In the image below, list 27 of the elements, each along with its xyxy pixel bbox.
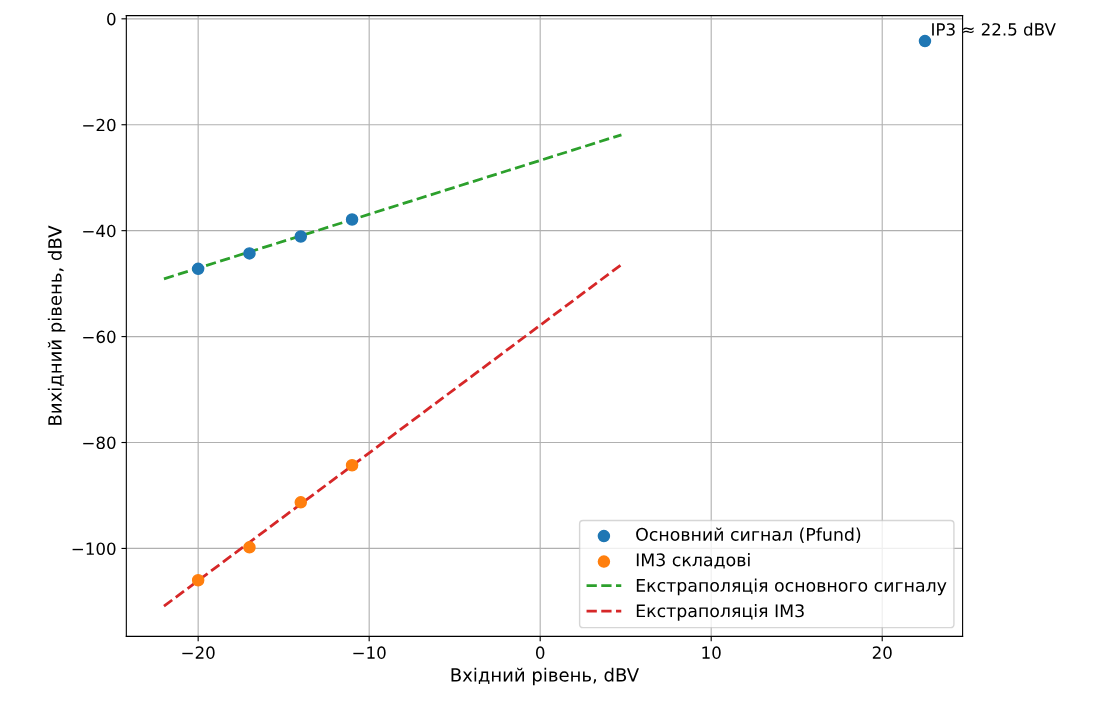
legend-label: Основний сигнал (Pfund) — [636, 527, 861, 543]
point — [345, 213, 359, 226]
y-tick-label: −60 — [83, 330, 116, 344]
y-tick-label: −80 — [83, 436, 116, 450]
x-axis-title: Вхідний рівень, dBV — [451, 667, 639, 686]
point — [294, 230, 308, 243]
x-tick-label: −10 — [353, 646, 386, 659]
point — [243, 247, 256, 260]
legend-label: Екстраполяція основного сигналу — [636, 578, 947, 596]
point — [918, 34, 932, 48]
x-tick-label: 20 — [872, 646, 892, 659]
x-tick-label: 0 — [535, 646, 545, 659]
y-tick-label: −40 — [83, 224, 116, 238]
point — [191, 262, 205, 276]
point — [243, 541, 256, 554]
point — [294, 496, 308, 509]
y-axis-title: Вихідний рівень, dBV — [47, 225, 66, 425]
y-tick-label: 0 — [107, 12, 116, 26]
y-tick-label: −20 — [83, 118, 116, 132]
x-tick-label: 10 — [702, 646, 721, 659]
legend-label: IM3 складові — [636, 552, 750, 569]
point — [345, 459, 359, 472]
annotation: IP3 ≈ 22.5 dBV — [932, 22, 1056, 36]
x-tick-label: −20 — [182, 646, 215, 659]
point — [191, 573, 205, 587]
y-tick-label: −100 — [72, 542, 116, 555]
legend-label: Екстраполяція IM3 — [636, 603, 804, 621]
